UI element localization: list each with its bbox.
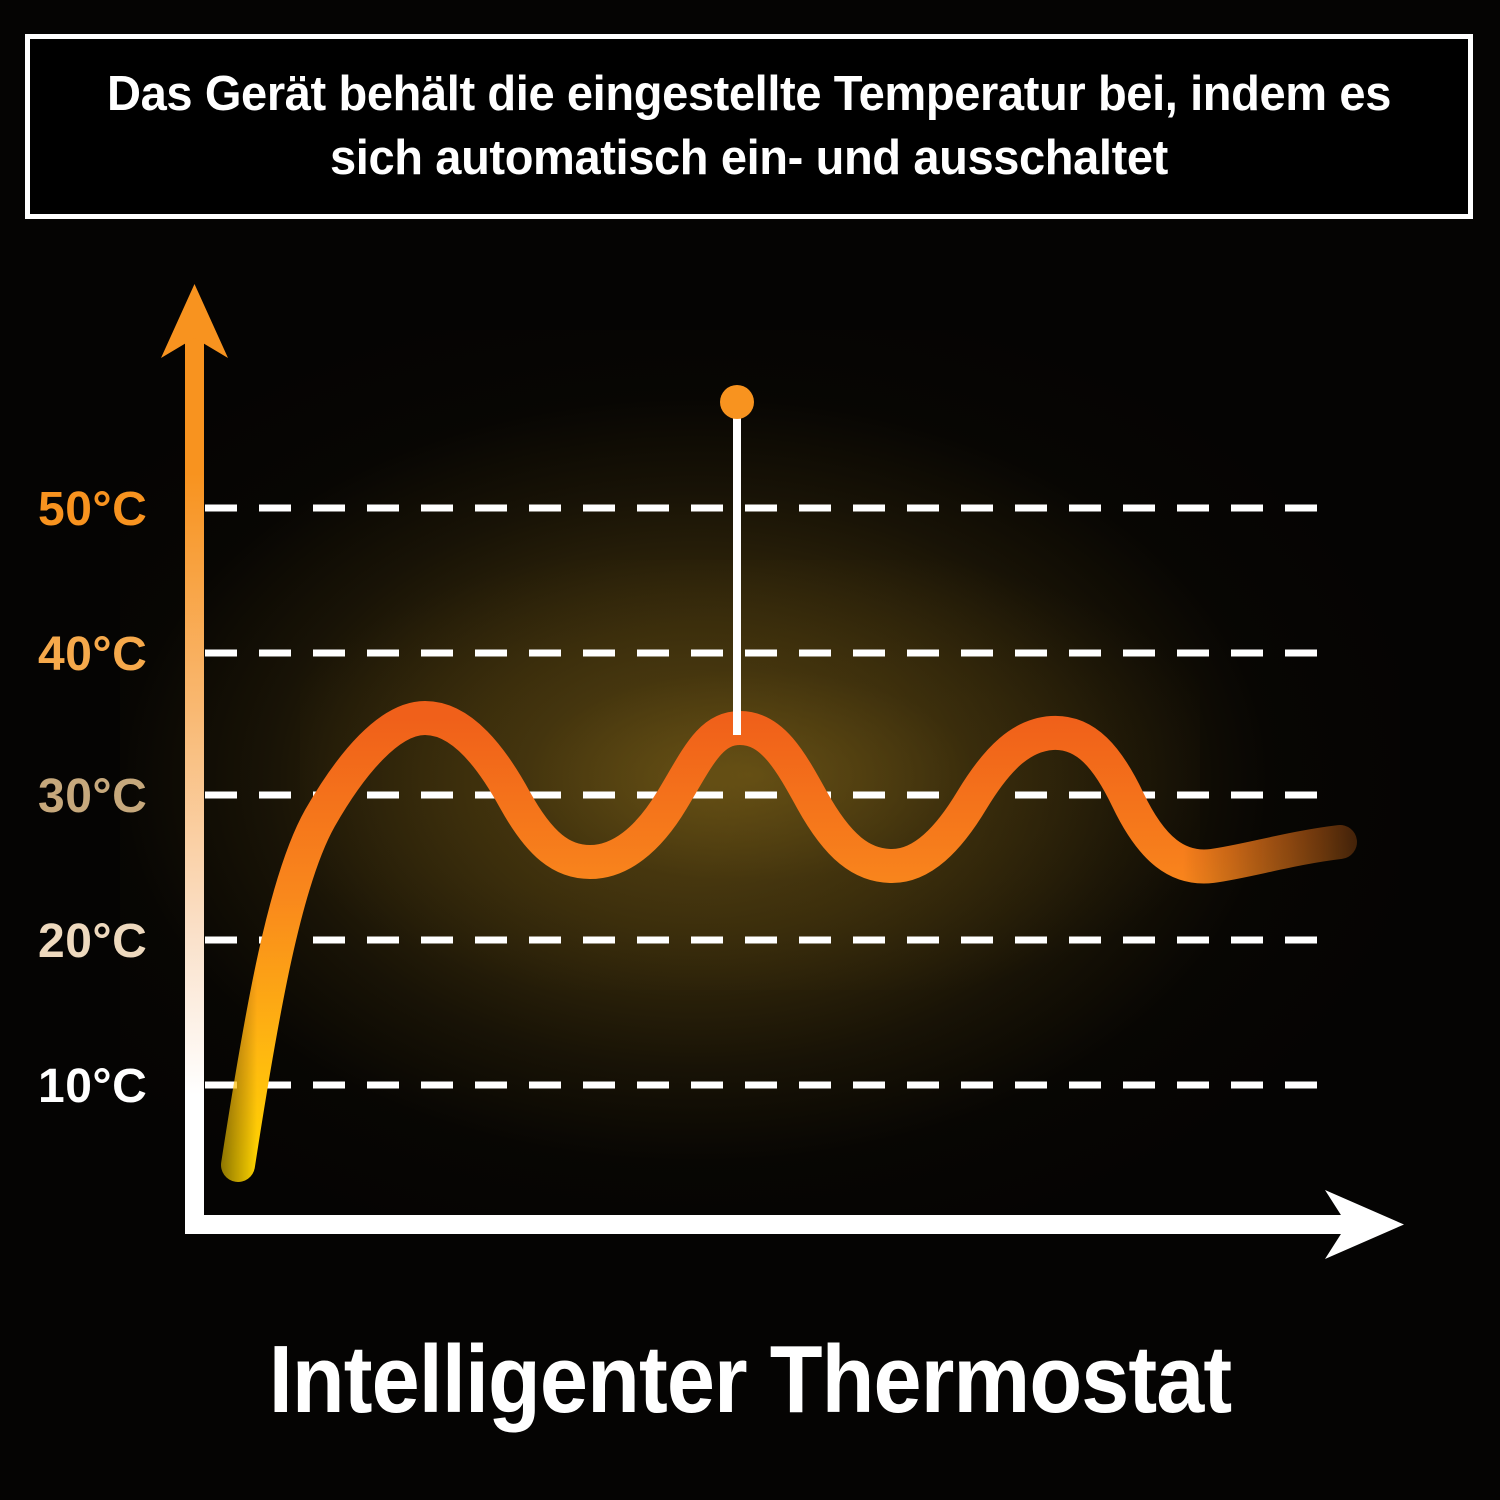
y-axis-tick-labels: 50°C 40°C 30°C 20°C 10°C — [38, 0, 188, 1500]
y-tick-label-50: 50°C — [38, 483, 148, 536]
setpoint-marker[interactable] — [720, 385, 754, 735]
page-title: Intelligenter Thermostat — [268, 1326, 1232, 1433]
caption-box: Das Gerät behält die eingestellte Temper… — [25, 34, 1473, 219]
y-axis-arrowhead-icon — [161, 284, 228, 358]
y-tick-label-40: 40°C — [38, 628, 148, 681]
y-tick-label-10: 10°C — [38, 1060, 148, 1113]
caption-text: Das Gerät behält die eingestellte Temper… — [107, 66, 1391, 185]
y-tick-label-30: 30°C — [38, 770, 148, 823]
y-tick-label-20: 20°C — [38, 915, 148, 968]
x-axis — [185, 1190, 1404, 1259]
setpoint-marker-dot — [720, 385, 754, 419]
x-axis-line — [185, 1215, 1360, 1234]
temperature-curve — [221, 701, 1357, 1182]
y-axis — [161, 284, 228, 1230]
y-axis-line — [185, 330, 204, 1230]
gridlines — [205, 504, 1332, 1089]
x-axis-arrowhead-icon — [1325, 1190, 1404, 1259]
